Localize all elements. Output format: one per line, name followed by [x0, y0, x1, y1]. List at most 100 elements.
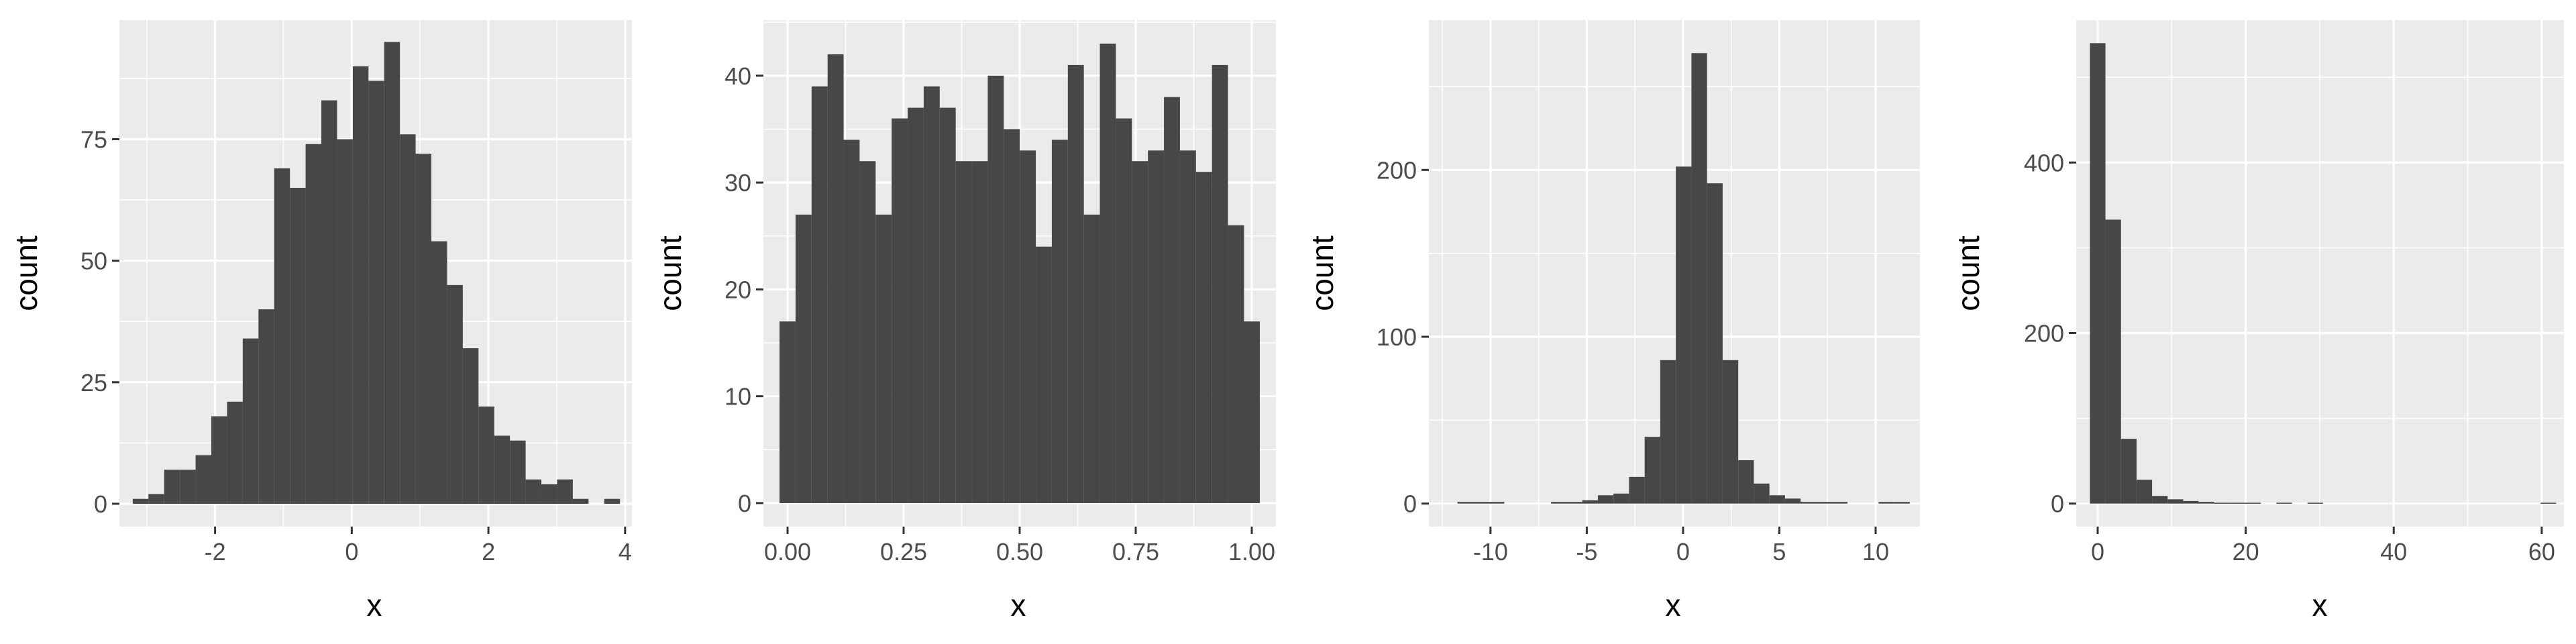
x-tick-label: 0.75 — [1112, 538, 1159, 566]
histogram-bar — [1660, 360, 1676, 504]
y-tick-label: 30 — [724, 169, 751, 197]
x-axis-title: x — [1011, 588, 1026, 623]
x-axis-title: x — [2312, 588, 2328, 623]
histogram-bar — [1738, 460, 1754, 504]
y-axis: 0255075 — [80, 126, 119, 518]
histogram-bar — [1645, 437, 1660, 503]
y-tick-label: 0 — [738, 490, 751, 517]
histogram-bar — [447, 285, 462, 504]
y-tick-label: 40 — [724, 62, 751, 90]
y-tick-label: 75 — [80, 126, 107, 154]
histogram-bar — [1052, 140, 1068, 503]
x-tick-label: 20 — [2233, 538, 2259, 566]
histogram-bar — [211, 417, 227, 504]
x-tick-label: 2 — [482, 538, 495, 566]
histogram-bar — [1707, 183, 1723, 503]
histogram-bar — [573, 499, 588, 504]
x-tick-label: 1.00 — [1228, 538, 1275, 566]
histogram-bar — [1723, 360, 1738, 504]
histogram-bar — [1458, 502, 1473, 503]
x-tick-label: 5 — [1772, 538, 1786, 566]
histogram-bar — [337, 140, 352, 504]
histogram-bar — [227, 402, 242, 504]
histogram-bar — [384, 42, 400, 504]
histogram-bar — [526, 480, 541, 504]
histogram-bar — [1551, 502, 1566, 503]
histogram-bar — [180, 470, 195, 504]
histogram-bar — [1004, 129, 1020, 502]
histogram-bar — [478, 407, 494, 504]
histogram-bar — [1473, 502, 1489, 503]
histogram-bar — [604, 499, 620, 504]
histogram-bar — [494, 436, 510, 504]
histogram-bar — [1629, 477, 1644, 504]
histogram-bar — [1566, 502, 1582, 503]
histogram-bar — [1816, 502, 1831, 503]
histogram-bar — [1785, 498, 1801, 503]
histogram-bar — [875, 215, 892, 503]
histogram-bar — [972, 161, 988, 503]
histogram-bar — [306, 144, 321, 504]
histogram-bar — [557, 480, 572, 504]
y-tick-label: 25 — [80, 369, 107, 396]
histogram-bar — [431, 241, 447, 504]
y-axis: 0 10 20 30 40 — [724, 62, 763, 517]
histogram-bar — [1132, 161, 1148, 503]
histogram-bar — [164, 470, 180, 504]
y-axis-title: count — [9, 235, 44, 311]
histogram-bar — [1036, 247, 1052, 503]
x-tick-label: 0.25 — [880, 538, 927, 566]
y-tick-label: 20 — [724, 276, 751, 303]
x-tick-label: 10 — [1862, 538, 1889, 566]
histogram-bar — [1148, 150, 1164, 503]
x-tick-label: 0 — [2091, 538, 2104, 566]
histogram-bar — [463, 348, 478, 504]
y-axis-title: count — [1951, 235, 1986, 311]
histogram-bar — [541, 484, 557, 504]
histogram-bar — [2276, 502, 2292, 504]
histogram-bar — [2106, 219, 2121, 503]
histogram-bar — [1164, 97, 1180, 503]
histogram-bar — [2540, 502, 2556, 504]
histogram-bar — [196, 455, 211, 503]
histogram-bar — [1489, 502, 1504, 503]
histogram-bar — [2121, 439, 2137, 504]
histogram-bar — [290, 188, 305, 504]
histogram-bar — [1598, 495, 1613, 503]
histogram-bar — [1894, 502, 1910, 503]
histogram-bar — [987, 76, 1004, 503]
histogram-bar — [2167, 499, 2183, 503]
y-tick-label: 0 — [1403, 490, 1417, 518]
histogram-bar — [956, 161, 972, 503]
histogram-bar — [258, 309, 274, 504]
y-tick-label: 100 — [1377, 323, 1417, 351]
histogram-bar — [416, 154, 431, 504]
histogram-bar — [796, 215, 812, 503]
histogram-bar — [2245, 502, 2261, 504]
histogram-bar — [2152, 496, 2167, 503]
x-tick-label: 0.50 — [996, 538, 1043, 566]
histogram-bar — [1116, 119, 1132, 503]
histogram-bar — [812, 87, 828, 503]
histogram-bar — [1613, 494, 1629, 504]
y-axis: 0 200 400 — [2024, 149, 2076, 517]
histogram-bar — [353, 66, 368, 504]
x-tick-label: 4 — [619, 538, 632, 566]
y-tick-label: 10 — [724, 383, 751, 411]
histogram-bar — [1020, 150, 1036, 503]
histogram-2: 0.00 0.25 0.50 0.75 1.00010203040xcount — [644, 0, 1288, 644]
histogram-bar — [2308, 502, 2323, 504]
x-tick-label: -10 — [1473, 538, 1508, 566]
histogram-bar — [940, 108, 956, 503]
histogram-bar — [892, 119, 908, 503]
histogram-bar — [274, 168, 290, 504]
histogram-bar — [2090, 43, 2105, 503]
y-tick-label: 50 — [80, 248, 107, 275]
histogram-bar — [243, 339, 258, 504]
histogram-bar — [1691, 53, 1707, 503]
x-tick-label: 40 — [2380, 538, 2407, 566]
histogram-bar — [1878, 502, 1894, 503]
histogram-bar — [924, 87, 940, 503]
histogram-1: -2 0 2 4 0 25 50 75 x count — [0, 0, 644, 644]
